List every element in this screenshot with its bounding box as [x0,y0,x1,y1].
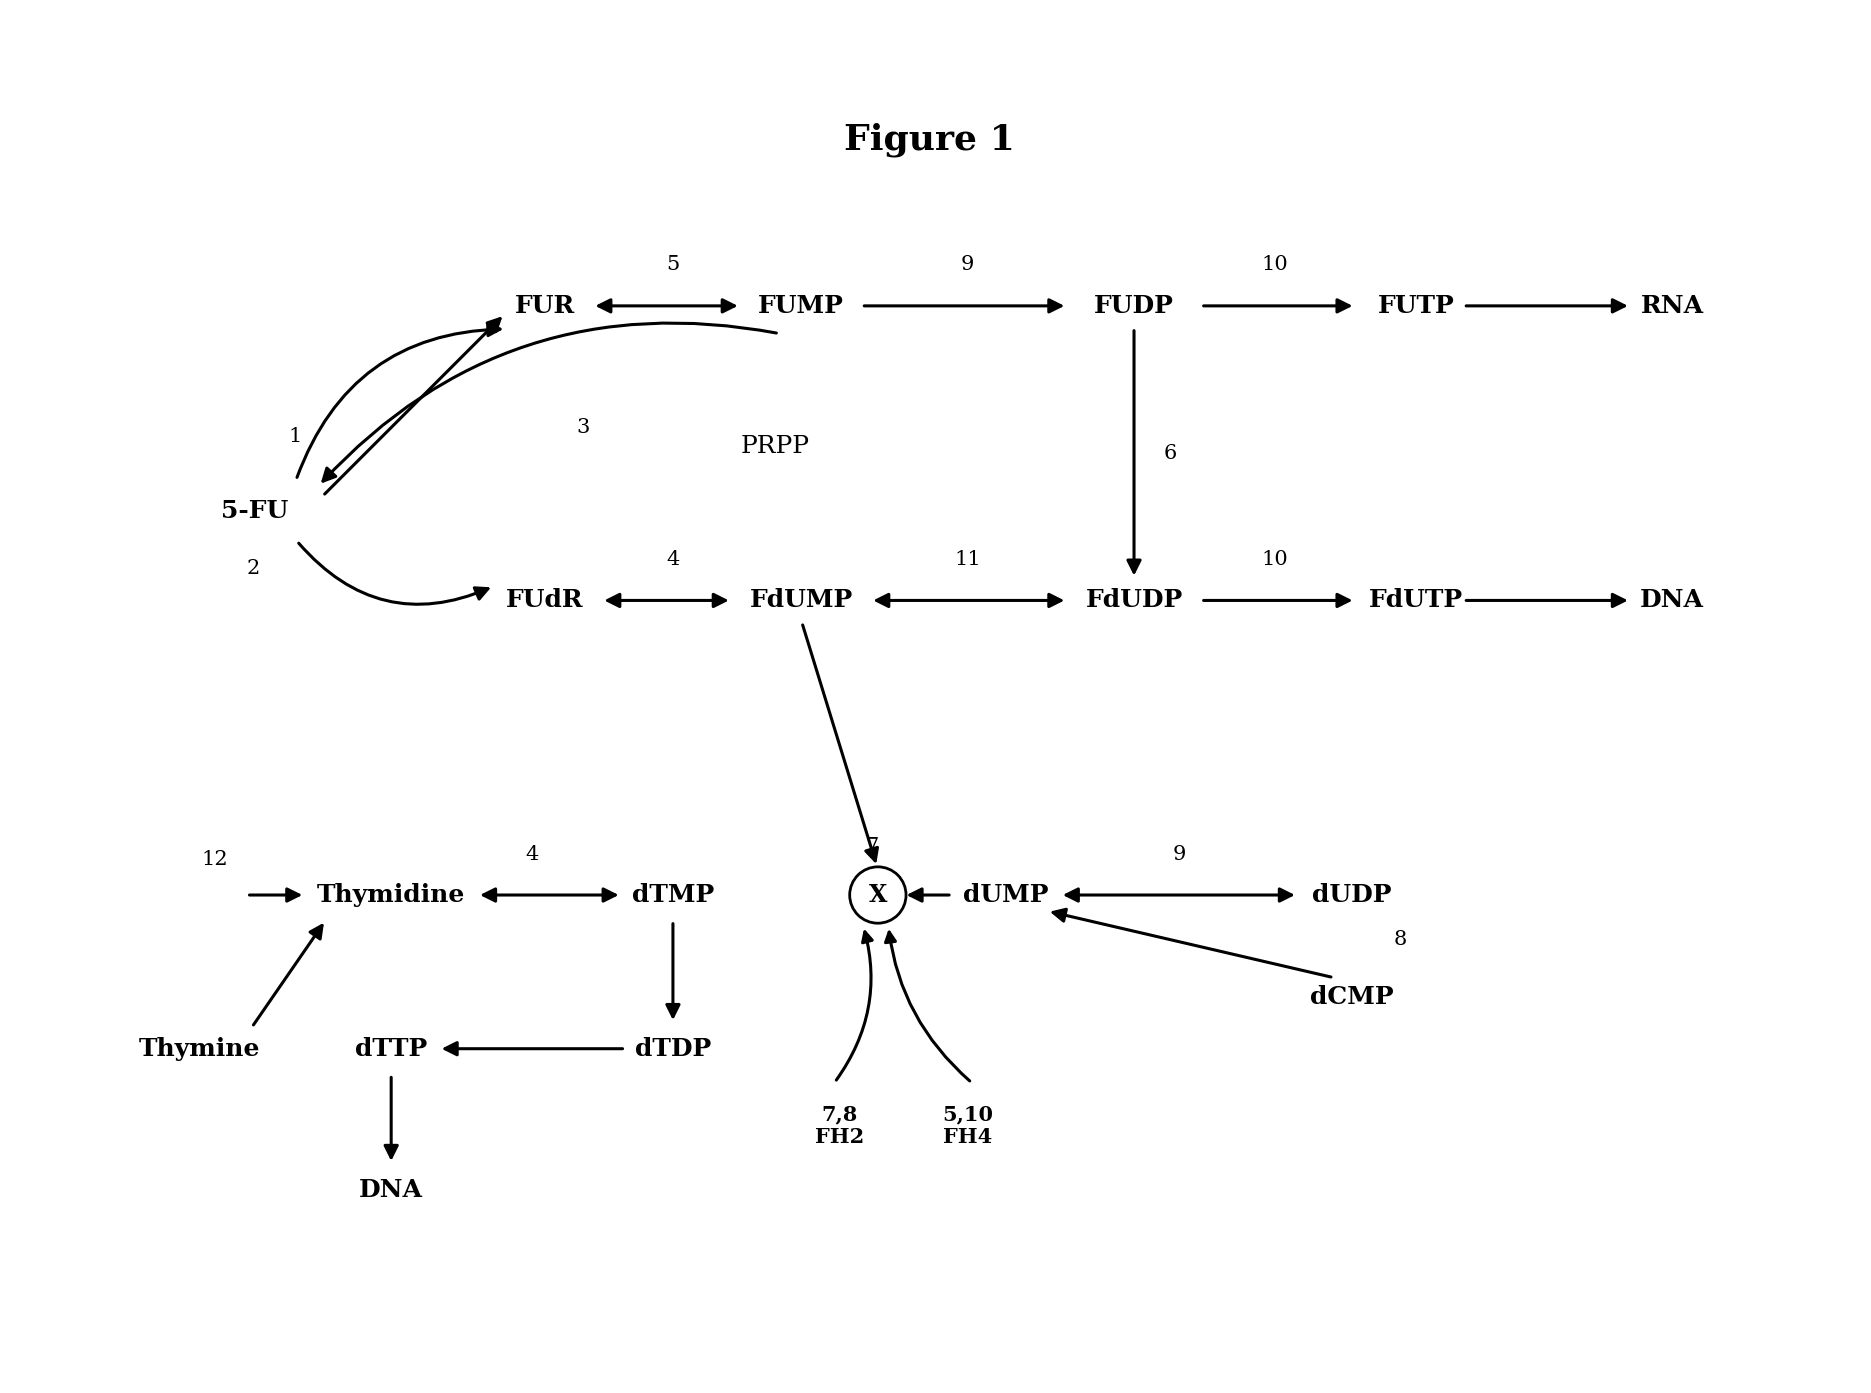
Text: 7: 7 [864,837,877,855]
Text: 5-FU: 5-FU [221,499,288,522]
Text: Figure 1: Figure 1 [844,123,1014,156]
FancyArrowPatch shape [885,932,969,1081]
Text: FdUDP: FdUDP [1085,588,1182,613]
Text: 12: 12 [200,850,228,869]
Text: 1: 1 [288,428,301,446]
Text: dUDP: dUDP [1312,883,1392,907]
Text: X: X [868,883,887,907]
Text: RNA: RNA [1641,294,1703,318]
Text: PRPP: PRPP [741,435,810,458]
Text: FUR: FUR [515,294,574,318]
Text: Thymidine: Thymidine [316,883,466,907]
Text: 6: 6 [1164,443,1177,462]
FancyArrowPatch shape [836,932,872,1080]
Text: 4: 4 [666,550,679,568]
Text: FdUTP: FdUTP [1370,588,1463,613]
FancyArrowPatch shape [299,543,488,605]
Text: 5,10
FH4: 5,10 FH4 [941,1105,994,1148]
Text: DNA: DNA [1641,588,1704,613]
Text: 2: 2 [247,559,260,578]
Text: 10: 10 [1261,255,1289,274]
Text: dTDP: dTDP [634,1036,711,1060]
Text: 5: 5 [666,255,679,274]
FancyArrowPatch shape [297,323,500,478]
Text: 7,8
FH2: 7,8 FH2 [814,1105,864,1148]
Text: dUMP: dUMP [964,883,1048,907]
Text: DNA: DNA [359,1177,423,1202]
Text: FUDP: FUDP [1095,294,1173,318]
Text: 9: 9 [962,255,975,274]
Text: dTMP: dTMP [632,883,715,907]
Text: FUTP: FUTP [1377,294,1454,318]
Text: FUdR: FUdR [505,588,584,613]
Text: dCMP: dCMP [1310,985,1394,1010]
Text: FUMP: FUMP [758,294,844,318]
Text: 4: 4 [526,844,539,864]
Text: 3: 3 [576,418,589,437]
Text: 8: 8 [1394,931,1407,950]
Text: 10: 10 [1261,550,1289,568]
Text: Thymine: Thymine [138,1036,260,1060]
FancyArrowPatch shape [324,323,776,481]
Text: 11: 11 [954,550,980,568]
Text: dTTP: dTTP [355,1036,427,1060]
Text: 9: 9 [1171,844,1186,864]
Text: FdUMP: FdUMP [750,588,853,613]
